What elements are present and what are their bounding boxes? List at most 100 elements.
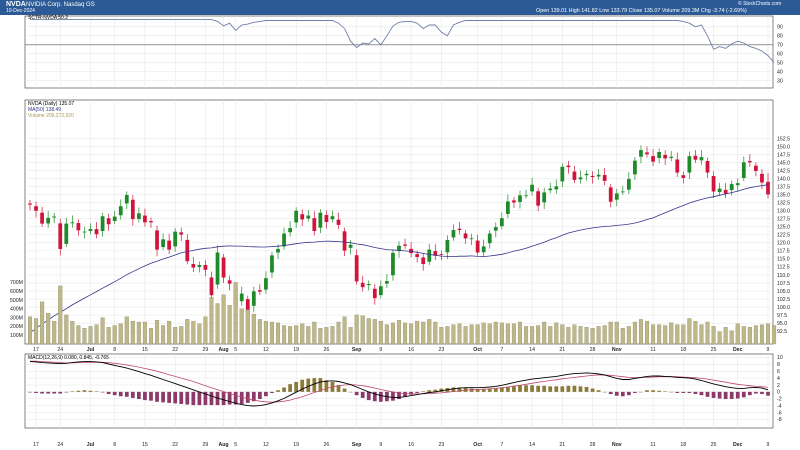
candle-body xyxy=(620,191,625,193)
candle-body xyxy=(427,249,432,262)
volume-bar xyxy=(421,321,426,345)
macd-histogram-bar xyxy=(391,391,395,401)
macd-histogram-bar xyxy=(602,391,607,393)
macd-histogram-bar xyxy=(506,386,510,392)
macd-histogram-bar xyxy=(46,391,51,394)
price-tick-label: 107.5 xyxy=(777,281,790,287)
macd-histogram-bar xyxy=(179,391,184,404)
x-tick-label: 11 xyxy=(650,347,655,353)
volume-bar xyxy=(324,327,329,345)
volume-bar xyxy=(378,320,383,345)
volume-bar xyxy=(185,319,190,345)
candle-body xyxy=(257,290,262,292)
candle-body xyxy=(578,177,583,180)
volume-bar xyxy=(197,323,202,345)
candle-body xyxy=(403,244,407,246)
macd-histogram-bar xyxy=(421,391,426,392)
ohlc-readout: Open 139.01 High 141.82 Low 133.79 Close… xyxy=(536,8,747,14)
candle-body xyxy=(34,206,38,211)
candle-body xyxy=(276,248,280,253)
macd-histogram-bar xyxy=(735,391,740,399)
volume-bar xyxy=(711,326,716,345)
candle-body xyxy=(554,186,559,190)
candle-body xyxy=(354,255,359,282)
volume-bar xyxy=(124,316,129,345)
macd-histogram-bar xyxy=(94,391,99,392)
sctr-legend: SCTR-NVDA 50.2 xyxy=(28,15,68,21)
macd-histogram-bar xyxy=(657,390,661,392)
candle-body xyxy=(639,150,643,157)
candle-body xyxy=(602,175,607,181)
volume-bar xyxy=(167,320,172,345)
volume-bar xyxy=(651,324,656,345)
volume-bar xyxy=(584,327,589,345)
volume-bar xyxy=(215,303,220,345)
volume-bar xyxy=(717,331,722,345)
volume-tick-label: 600M xyxy=(10,289,23,295)
x-tick-label: 18 xyxy=(680,442,686,448)
volume-bar xyxy=(191,320,196,345)
volume-bar xyxy=(415,320,420,345)
x-tick-label: 11 xyxy=(650,442,655,448)
volume-bar xyxy=(675,324,680,345)
volume-bar xyxy=(336,321,341,345)
candle-body xyxy=(336,219,341,225)
macd-histogram-bar xyxy=(378,391,383,402)
candle-body xyxy=(729,184,734,191)
volume-bar xyxy=(155,320,160,345)
x-tick-label: Nov xyxy=(612,347,622,353)
volume-bar xyxy=(330,326,335,345)
volume-bar xyxy=(52,320,57,345)
candle-body xyxy=(342,231,347,251)
candle-body xyxy=(633,160,637,175)
volume-bar xyxy=(741,326,746,345)
x-tick-label: 18 xyxy=(680,347,686,353)
macd-histogram-bar xyxy=(300,379,305,392)
macd-histogram-bar xyxy=(645,390,649,392)
volume-bar xyxy=(221,294,226,345)
volume-bar xyxy=(88,326,93,345)
macd-histogram-bar xyxy=(675,391,680,393)
x-tick-label: 26 xyxy=(324,347,330,353)
price-tick-label: 145.0 xyxy=(777,160,790,166)
candle-body xyxy=(106,218,111,225)
volume-bar xyxy=(263,320,268,345)
volume-bar xyxy=(76,325,81,345)
macd-histogram-bar xyxy=(717,391,722,399)
x-tick-label: 23 xyxy=(438,442,444,448)
candle-body xyxy=(270,255,274,273)
price-tick-label: 97.5 xyxy=(777,313,787,319)
candle-body xyxy=(294,210,299,223)
volume-bar xyxy=(257,319,262,345)
price-tick-label: 137.5 xyxy=(777,184,790,190)
macd-histogram-bar xyxy=(372,391,377,402)
volume-bar xyxy=(390,322,395,345)
macd-histogram-bar xyxy=(264,391,268,397)
candle-body xyxy=(566,165,571,168)
macd-histogram-bar xyxy=(276,390,280,392)
candle-body xyxy=(415,254,420,257)
macd-tick-label: 0 xyxy=(777,390,780,396)
candle-body xyxy=(445,239,450,253)
sctr-panel xyxy=(24,15,774,89)
volume-bar xyxy=(451,324,456,345)
x-tick-label: Jul xyxy=(87,347,95,353)
candle-body xyxy=(451,230,456,238)
volume-bar xyxy=(493,321,498,345)
macd-tick-label: 2 xyxy=(777,383,780,389)
volume-bar xyxy=(354,314,359,345)
volume-bar xyxy=(608,321,613,345)
macd-histogram-bar xyxy=(312,378,317,392)
candle-body xyxy=(245,299,250,311)
volume-bar xyxy=(366,318,371,345)
volume-bar xyxy=(372,319,377,345)
volume-tick-label: 500M xyxy=(10,298,23,304)
price-tick-label: 140.0 xyxy=(777,176,790,182)
volume-bar xyxy=(312,321,317,345)
macd-histogram-bar xyxy=(590,388,595,392)
macd-histogram-bar xyxy=(52,391,57,394)
volume-bar xyxy=(669,322,674,345)
macd-histogram-bar xyxy=(566,385,571,392)
volume-bar xyxy=(427,319,432,345)
x-tick-label: Aug xyxy=(219,442,229,448)
